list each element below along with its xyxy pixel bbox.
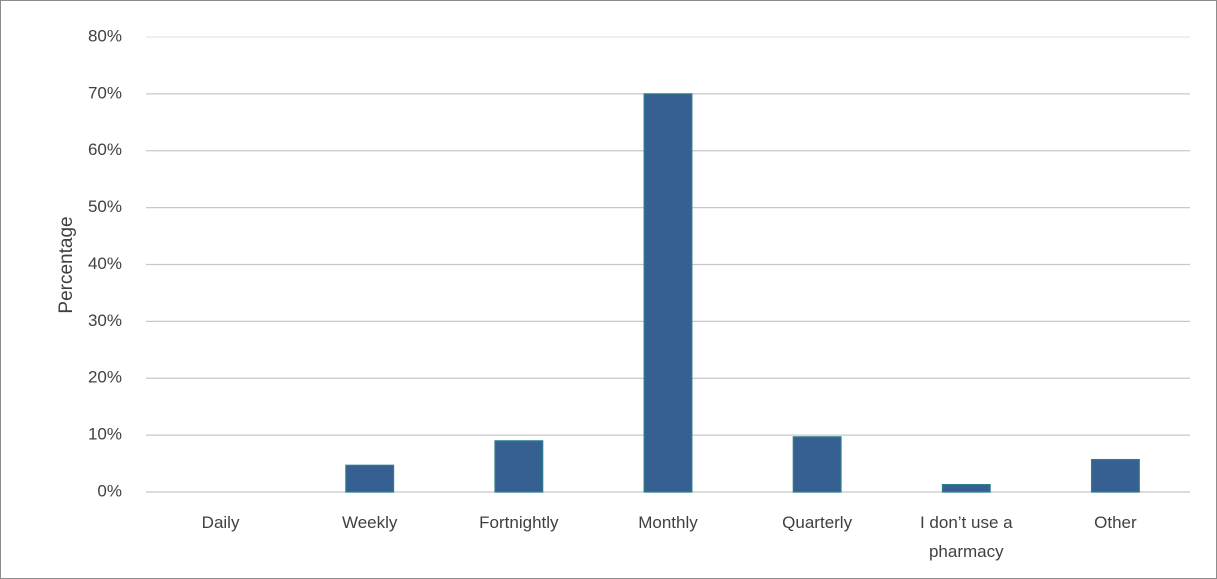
bar-6 [941,484,991,493]
x-tick-label-line: Fortnightly [479,513,559,532]
bars [345,93,1140,493]
y-tick-label: 80% [88,26,122,45]
y-tick-label: 0% [97,481,122,500]
x-tick-label-line: Weekly [342,513,398,532]
bar-3 [494,440,544,493]
y-tick-label: 60% [88,140,122,159]
x-tick-label: Quarterly [782,513,852,532]
y-axis-ticks: 0% 10% 20% 30% 40% 50% 60% 70% 80% [88,26,122,500]
y-tick-label: 70% [88,83,122,102]
y-tick-label: 10% [88,425,122,444]
x-tick-label-line: I don’t use a [920,513,1013,532]
bar-7 [1090,458,1140,493]
y-tick-label: 40% [88,254,122,273]
x-tick-label: I don’t use a pharmacy [920,513,1013,561]
x-tick-label-line: pharmacy [929,542,1004,561]
bar-2 [345,464,395,493]
x-tick-label: Other [1094,513,1137,532]
bar-4 [643,93,693,493]
x-axis-ticks: Daily Weekly Fortnightly Monthly Quarterly I … [202,513,1137,561]
x-tick-label-line: Monthly [638,513,698,532]
y-tick-label: 50% [88,197,122,216]
x-tick-label-line: Other [1094,513,1137,532]
y-tick-label: 20% [88,368,122,387]
x-tick-label: Weekly [342,513,398,532]
x-tick-label: Fortnightly [479,513,559,532]
x-tick-label-line: Daily [202,513,240,532]
y-axis-title: Percentage [56,216,77,313]
x-tick-label: Daily [202,513,240,532]
y-tick-label: 30% [88,311,122,330]
bar-5 [792,436,842,493]
x-tick-label-line: Quarterly [782,513,852,532]
x-tick-label: Monthly [638,513,698,532]
